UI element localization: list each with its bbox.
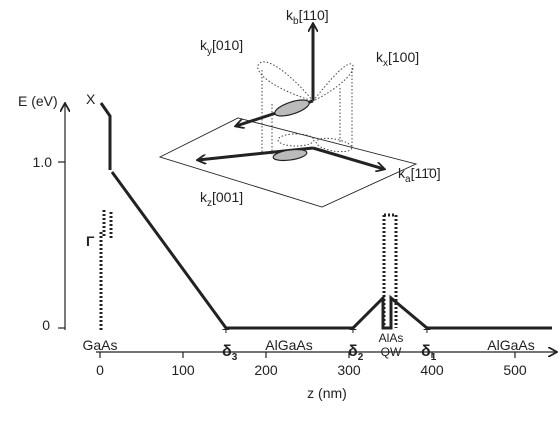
x-tick-label: 200 [254,362,278,378]
k-axis-label: kb[110] [286,7,329,27]
region-label: QW [381,345,402,359]
x-tick-label: 500 [503,362,527,378]
y-tick-label: 1.0 [33,154,53,170]
label-part: δ [348,343,358,360]
interface-label: δ3 [222,343,238,363]
label-part: x [383,58,388,69]
label-part: 3 [232,352,238,363]
conduction-band [110,171,552,330]
label-part: a [405,174,411,185]
label-part: δ [222,343,232,360]
label-part: z [207,198,212,209]
label-part: 2 [358,352,364,363]
k-axis-label: ka[11̄0] [398,165,441,185]
label-part: k [286,7,294,23]
region-label: AlGaAs [265,337,312,353]
x-tick-label: 100 [171,362,195,378]
x-tick-label: 300 [337,362,361,378]
label-part: k [200,189,208,205]
label-part: k [398,165,406,181]
label-part: δ [421,343,431,360]
label-part: [11̄0] [411,165,441,181]
k-axis-label: ky[010] [200,37,243,57]
label-part: k [200,37,208,53]
interface-markers: + + + [222,321,431,337]
k-axis-label: kx[100] [376,49,419,69]
svg-text:+: + [349,321,357,337]
label-part: [001] [212,189,243,205]
x-band [99,102,112,170]
label-part: 1 [431,352,437,363]
band-label: X [86,91,96,107]
x-tick-label: 0 [96,362,104,378]
svg-text:+: + [423,321,431,337]
y-tick-label: 0 [42,317,50,333]
label-part: [100] [388,49,419,65]
x-tick-label: 400 [420,362,444,378]
label-part: y [207,46,212,57]
region-label: AlGaAs [487,337,534,353]
x-ticks [99,352,516,358]
region-label: AlAs [379,331,404,345]
k-axis-label: kz[001] [200,189,243,209]
interface-label: δ1 [421,343,437,363]
interface-label: δ2 [348,343,364,363]
region-label: GaAs [82,337,117,353]
band-label: Γ [86,233,95,249]
label-part: k [376,49,384,65]
k-space-inset [158,24,418,208]
y-label: E (eV) [18,93,58,109]
label-part: [110] [299,7,329,23]
x-label: z (nm) [307,385,347,401]
label-part: [010] [212,37,243,53]
label-part: b [293,16,299,27]
svg-text:+: + [222,321,230,337]
